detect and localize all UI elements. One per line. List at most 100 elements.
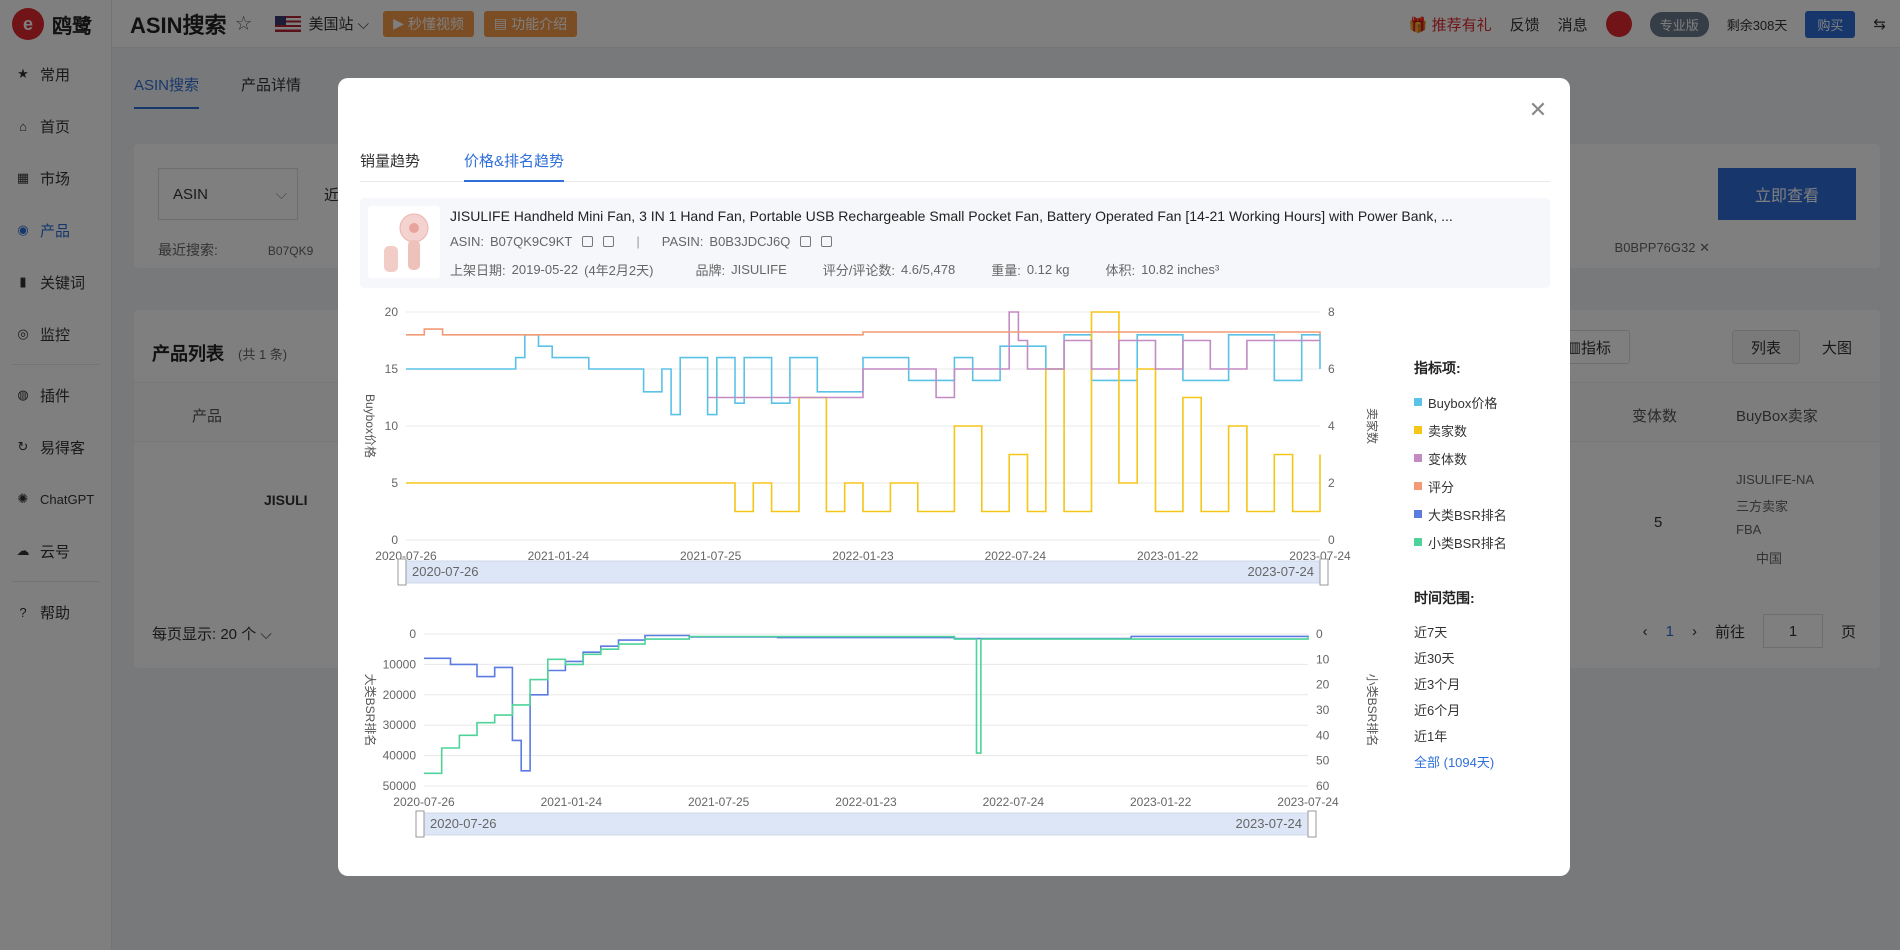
copy-icon[interactable]	[800, 236, 812, 247]
product-title[interactable]: JISULIFE Handheld Mini Fan, 3 IN 1 Hand …	[450, 208, 1453, 224]
legend-item[interactable]: 变体数	[1414, 444, 1564, 472]
y2-tick-label: 20	[1316, 678, 1330, 692]
time-range-option[interactable]: 近3个月	[1414, 677, 1461, 692]
y2-tick-label: 0	[1328, 533, 1335, 547]
time-range-option[interactable]: 近30天	[1414, 651, 1455, 666]
series-line	[406, 328, 1321, 336]
x-tick-label: 2023-01-22	[1137, 549, 1199, 563]
y2-tick-label: 8	[1328, 305, 1335, 319]
zoom-start-label: 2020-07-26	[412, 564, 479, 579]
y2-tick-label: 60	[1316, 779, 1330, 793]
series-line	[406, 311, 1321, 513]
y-tick-label: 0	[409, 627, 416, 641]
x-tick-label: 2023-07-24	[1277, 795, 1339, 809]
close-icon[interactable]: ✕	[1528, 97, 1548, 122]
time-range-option[interactable]: 近7天	[1414, 625, 1448, 640]
weight-value: 0.12 kg	[1026, 262, 1070, 277]
y2-tick-label: 40	[1316, 728, 1330, 742]
y2-tick-label: 30	[1316, 703, 1330, 717]
y-tick-label: 5	[391, 476, 398, 490]
legend-swatch	[1414, 538, 1422, 546]
volume-value: 10.82 inches³	[1141, 262, 1220, 277]
legend-item[interactable]: 小类BSR排名	[1414, 528, 1564, 556]
y2-axis-title: 卖家数	[1365, 408, 1380, 444]
x-tick-label: 2020-07-26	[375, 549, 437, 563]
series-line	[424, 635, 1309, 775]
listing-date: 2019-05-22	[511, 262, 579, 277]
x-tick-label: 2022-01-23	[832, 549, 894, 563]
x-tick-label: 2022-01-23	[835, 795, 897, 809]
zoom-handle-left	[415, 810, 425, 838]
legend-swatch	[1414, 398, 1422, 406]
trend-modal: ✕ 销量趋势 价格&排名趋势 JISULIFE Handheld Mini Fa…	[338, 78, 1570, 876]
y2-tick-label: 10	[1316, 652, 1330, 666]
legend-label: 小类BSR排名	[1428, 535, 1507, 551]
x-tick-label: 2021-01-24	[541, 795, 603, 809]
legend-swatch	[1414, 454, 1422, 462]
copy-icon[interactable]	[582, 236, 594, 247]
series-line	[424, 634, 1309, 772]
zoom-end-label: 2023-07-24	[1248, 564, 1315, 579]
product-summary: JISULIFE Handheld Mini Fan, 3 IN 1 Hand …	[360, 198, 1550, 288]
y-tick-label: 0	[391, 533, 398, 547]
zoom-start-label: 2020-07-26	[430, 816, 497, 831]
y-axis-title: Buybox价格	[363, 394, 378, 458]
zoom-handle-left	[397, 558, 407, 586]
y-tick-label: 20000	[383, 688, 417, 702]
legend-item[interactable]: Buybox价格	[1414, 388, 1564, 416]
legend-label: 卖家数	[1428, 423, 1468, 439]
metrics-legend: 指标项: Buybox价格 卖家数变体数评分大类BSR排名 小类BSR排名	[1414, 358, 1564, 556]
external-link-icon[interactable]	[821, 236, 833, 247]
product-meta: 上架日期: 2019-05-22 (4年2月2天) 品牌: JISULIFE 评分/评…	[450, 262, 1220, 278]
tab-sales-trend[interactable]: 销量趋势	[360, 153, 421, 170]
legend-item[interactable]: 评分	[1414, 472, 1564, 500]
zoom-handle-right	[1307, 810, 1317, 838]
time-range-option[interactable]: 全部 (1094天)	[1414, 755, 1495, 770]
tab-price-rank-trend[interactable]: 价格&排名趋势	[464, 150, 565, 182]
zoom-handle-right	[1319, 558, 1329, 586]
product-image	[368, 206, 440, 278]
y-tick-label: 50000	[383, 779, 417, 793]
legend-item[interactable]: 卖家数	[1414, 416, 1564, 444]
legend-title: 指标项:	[1414, 360, 1461, 376]
time-range-option[interactable]: 近1年	[1414, 729, 1448, 744]
time-range-panel: 时间范围: 近7天近30天近3个月近6个月近1年全部 (1094天)	[1414, 588, 1564, 778]
y-tick-label: 40000	[383, 749, 417, 763]
x-tick-label: 2022-07-24	[985, 549, 1047, 563]
series-line	[707, 311, 1320, 399]
time-range-title: 时间范围:	[1414, 590, 1475, 606]
y-tick-label: 30000	[383, 718, 417, 732]
legend-label: Buybox价格	[1428, 395, 1498, 411]
series-line	[406, 334, 1321, 416]
legend-label: 评分	[1428, 479, 1455, 495]
external-link-icon[interactable]	[603, 236, 615, 247]
y2-tick-label: 4	[1328, 419, 1335, 433]
pasin-value[interactable]: B0B3JDCJ6Q	[709, 234, 791, 249]
x-tick-label: 2020-07-26	[393, 795, 455, 809]
y2-tick-label: 50	[1316, 754, 1330, 768]
x-tick-label: 2021-01-24	[528, 549, 590, 563]
asin-value[interactable]: B07QK9C9KT	[489, 234, 573, 249]
x-tick-label: 2021-07-25	[688, 795, 750, 809]
x-tick-label: 2021-07-25	[680, 549, 742, 563]
zoom-end-label: 2023-07-24	[1236, 816, 1303, 831]
y2-tick-label: 6	[1328, 362, 1335, 376]
listing-age: (4年2月2天)	[584, 263, 654, 278]
x-tick-label: 2023-07-24	[1289, 549, 1351, 563]
time-range-option[interactable]: 近6个月	[1414, 703, 1461, 718]
y2-tick-label: 0	[1316, 627, 1323, 641]
y2-tick-label: 2	[1328, 476, 1335, 490]
legend-swatch	[1414, 482, 1422, 490]
legend-label: 大类BSR排名	[1428, 507, 1507, 523]
product-ids: ASIN: B07QK9C9KT | PASIN: B0B3JDCJ6Q	[450, 234, 833, 249]
y-tick-label: 10	[385, 419, 399, 433]
legend-item[interactable]: 大类BSR排名	[1414, 500, 1564, 528]
zoom-slider	[419, 812, 1313, 836]
y-axis-title: 大类BSR排名	[363, 674, 378, 747]
zoom-slider	[401, 560, 1325, 584]
y-tick-label: 10000	[383, 657, 417, 671]
y-tick-label: 20	[385, 305, 399, 319]
rating-value: 4.6/5,478	[900, 262, 956, 277]
x-tick-label: 2023-01-22	[1130, 795, 1192, 809]
y2-axis-title: 小类BSR排名	[1365, 674, 1380, 747]
